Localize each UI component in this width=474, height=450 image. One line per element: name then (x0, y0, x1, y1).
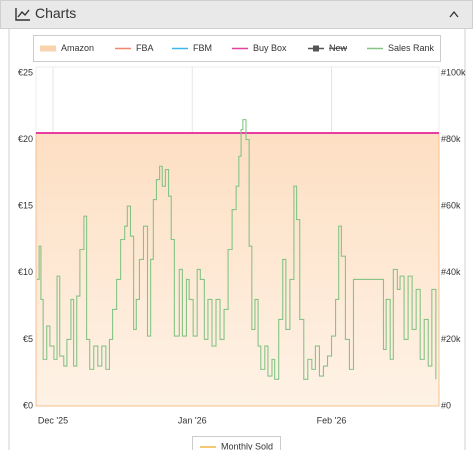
y2-tick-label: #0 (441, 400, 451, 410)
y2-tick-label: #100k (441, 67, 466, 77)
y2-tick-label: #80k (441, 134, 461, 144)
y2-tick-label: #40k (441, 267, 461, 277)
y-tick-label: €25 (18, 67, 33, 77)
legend-label: FBM (193, 43, 212, 53)
panel-header[interactable] (0, 0, 473, 29)
legend-marker (313, 45, 319, 52)
collapse-caret[interactable] (449, 10, 459, 18)
y2-tick-label: #20k (441, 334, 461, 344)
x-tick-label: Feb '26 (317, 415, 347, 425)
legend-label: FBA (136, 43, 154, 53)
legend-label: Buy Box (253, 43, 287, 53)
legend-label: Amazon (61, 43, 94, 53)
panel-title: Charts (35, 5, 76, 21)
y2-tick-label: #60k (441, 201, 461, 211)
x-tick-label: Dec '25 (38, 415, 68, 425)
series-line (36, 119, 437, 380)
legend-label: New (329, 43, 348, 53)
chart-icon (15, 8, 30, 21)
y-tick-label: €15 (18, 201, 33, 211)
series-area (35, 132, 440, 407)
legend-swatch (40, 45, 56, 52)
y-tick-label: €5 (23, 334, 33, 344)
x-tick-label: Jan '26 (178, 415, 207, 425)
y-tick-label: €0 (23, 400, 33, 410)
legend-label: Sales Rank (388, 43, 435, 53)
legend-label: Monthly Sold (221, 441, 273, 450)
y-tick-label: €20 (18, 134, 33, 144)
y-tick-label: €10 (18, 267, 33, 277)
